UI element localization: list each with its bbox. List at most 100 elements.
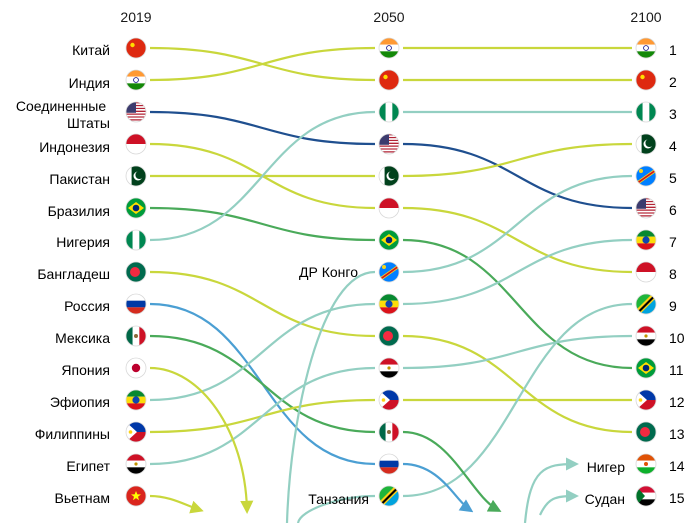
- russia-flag: [378, 453, 400, 475]
- nigeria-flag: [635, 101, 657, 123]
- year-header-2050: 2050: [373, 9, 404, 25]
- year-header-2100: 2100: [630, 9, 661, 25]
- rank-number-7: 7: [669, 234, 677, 250]
- brazil-flag: [635, 357, 657, 379]
- rank-number-14: 14: [669, 458, 685, 474]
- ethiopia-flag: [635, 229, 657, 251]
- country-label-china: Китай: [72, 42, 110, 58]
- brazil-flag: [378, 229, 400, 251]
- connector-ethiopia-0: [149, 302, 376, 402]
- connector-indonesia-1: [402, 206, 633, 274]
- rank-number-8: 8: [669, 266, 677, 282]
- country-label-nigeria: Нигерия: [56, 234, 110, 250]
- exit-arrow-niger: [523, 457, 579, 523]
- bangladesh-flag: [378, 325, 400, 347]
- philippines-flag: [378, 389, 400, 411]
- usa-flag: [635, 197, 657, 219]
- connector-mexico-0: [149, 334, 376, 434]
- connector-usa-1: [402, 142, 633, 210]
- tanzania-flag: [378, 485, 400, 507]
- philippines-flag: [125, 421, 147, 443]
- connector-bangladesh-1: [402, 334, 633, 434]
- connector-drc-1: [402, 174, 633, 274]
- country-label-drc: ДР Конго: [299, 264, 358, 280]
- rank-number-9: 9: [669, 298, 677, 314]
- usa-flag: [125, 101, 147, 123]
- pakistan-flag: [635, 133, 657, 155]
- india-flag: [635, 37, 657, 59]
- rank-number-10: 10: [669, 330, 685, 346]
- connector-ethiopia-1: [402, 238, 633, 306]
- mexico-flag: [125, 325, 147, 347]
- rank-number-1: 1: [669, 42, 677, 58]
- niger-flag: [635, 453, 657, 475]
- exit-arrow-japan: [149, 366, 254, 514]
- rank-number-4: 4: [669, 138, 677, 154]
- indonesia-flag: [378, 197, 400, 219]
- country-label-niger: Нигер: [587, 459, 626, 475]
- connector-bangladesh-0: [149, 270, 376, 338]
- year-header-2019: 2019: [120, 9, 151, 25]
- china-flag: [635, 69, 657, 91]
- country-label-japan: Япония: [61, 362, 110, 378]
- country-label-usa-text: Соединенные: [16, 98, 106, 114]
- exit-arrow-mexico: [402, 430, 502, 512]
- rank-number-6: 6: [669, 202, 677, 218]
- india-flag: [125, 69, 147, 91]
- country-label-india: Индия: [69, 75, 110, 91]
- country-label-vietnam: Вьетнам: [54, 490, 110, 506]
- entry-line-tanzania: [296, 494, 376, 523]
- pakistan-flag: [378, 165, 400, 187]
- rank-number-3: 3: [669, 106, 677, 122]
- connector-brazil-0: [149, 206, 376, 242]
- india-flag: [378, 37, 400, 59]
- ethiopia-flag: [378, 293, 400, 315]
- connector-egypt-1: [402, 334, 633, 370]
- china-flag: [125, 37, 147, 59]
- connector-usa-0: [149, 110, 376, 146]
- bangladesh-flag: [125, 261, 147, 283]
- connector-tanzania-1: [402, 302, 633, 498]
- mexico-flag: [378, 421, 400, 443]
- philippines-flag: [635, 389, 657, 411]
- egypt-flag: [635, 325, 657, 347]
- rank-number-13: 13: [669, 426, 685, 442]
- connector-lines: [149, 46, 633, 523]
- drc-flag: [378, 261, 400, 283]
- connector-pakistan-1: [402, 142, 633, 178]
- country-label-usa: Соединенные Штаты: [16, 98, 110, 131]
- rank-number-2: 2: [669, 74, 677, 90]
- nigeria-flag: [378, 101, 400, 123]
- country-label-brazil: Бразилия: [48, 203, 110, 219]
- rank-number-11: 11: [669, 362, 684, 378]
- exit-arrow-vietnam: [149, 494, 204, 514]
- china-flag: [378, 69, 400, 91]
- indonesia-flag: [635, 261, 657, 283]
- chart-labels: 2019 2050 2100 Китай Индия Соединенные Ш…: [16, 9, 685, 507]
- drc-flag: [635, 165, 657, 187]
- exit-arrow-russia: [402, 462, 474, 513]
- nigeria-flag: [125, 229, 147, 251]
- connector-egypt-0: [149, 366, 376, 466]
- connector-india-0: [149, 46, 376, 82]
- country-label-tanzania: Танзания: [308, 491, 369, 507]
- country-label-indonesia: Индонезия: [39, 139, 110, 155]
- connector-brazil-1: [402, 238, 633, 370]
- tanzania-flag: [635, 293, 657, 315]
- country-label-philippines: Филиппины: [35, 426, 110, 442]
- russia-flag: [125, 293, 147, 315]
- country-label-ethiopia: Эфиопия: [50, 394, 110, 410]
- rank-number-5: 5: [669, 170, 677, 186]
- entry-line-drc: [285, 270, 376, 523]
- ethiopia-flag: [125, 389, 147, 411]
- pakistan-flag: [125, 165, 147, 187]
- exit-arrow-sudan: [539, 489, 579, 516]
- rank-number-15: 15: [669, 490, 685, 506]
- usa-flag: [378, 133, 400, 155]
- vietnam-flag: [125, 485, 147, 507]
- country-label-usa-text-line2: Штаты: [67, 115, 110, 131]
- country-label-bangladesh: Бангладеш: [37, 266, 110, 282]
- country-label-egypt: Египет: [66, 458, 110, 474]
- japan-flag: [125, 357, 147, 379]
